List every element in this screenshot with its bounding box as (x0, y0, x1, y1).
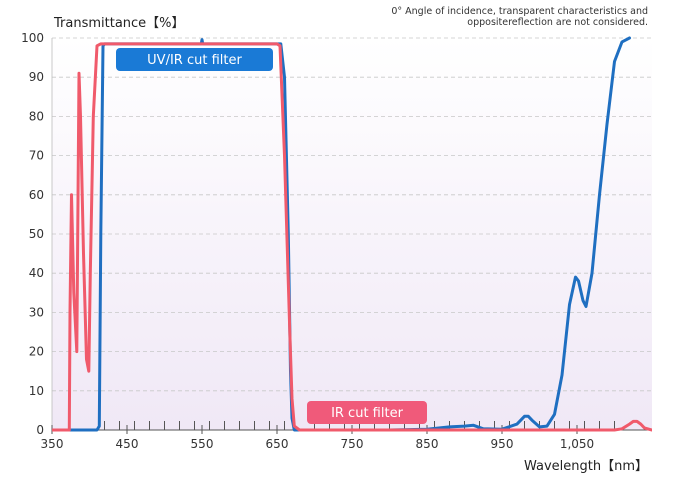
x-tick-label: 1,050 (560, 437, 594, 451)
x-tick-label: 750 (341, 437, 364, 451)
x-tick-label: 550 (191, 437, 214, 451)
y-tick-label: 60 (29, 188, 44, 202)
series-line-ir-cut (52, 42, 652, 432)
x-tick-label: 950 (491, 437, 514, 451)
ir-label-box (307, 401, 427, 424)
y-tick-label: 70 (29, 149, 44, 163)
note-line-2: oppositereflection are not considered. (467, 17, 648, 28)
x-tick-label: 850 (416, 437, 439, 451)
uv-ir-label-text: UV/IR cut filter (147, 53, 242, 68)
x-tick-label: 450 (116, 437, 139, 451)
x-axis-label: Wavelength【nm】 (524, 459, 648, 474)
x-tick-label: 650 (266, 437, 289, 451)
note-line-1: 0° Angle of incidence, transparent chara… (391, 6, 648, 17)
uv-ir-label-box (116, 48, 273, 71)
y-tick-label: 100 (21, 31, 44, 45)
y-tick-label: 40 (29, 266, 44, 280)
y-tick-label: 0 (36, 423, 44, 437)
y-tick-label: 80 (29, 109, 44, 123)
y-tick-label: 10 (29, 384, 44, 398)
y-axis-label: Transmittance【%】 (53, 16, 185, 31)
x-tick-label: 350 (41, 437, 64, 451)
y-tick-label: 50 (29, 227, 44, 241)
y-tick-label: 20 (29, 345, 44, 359)
y-tick-label: 90 (29, 70, 44, 84)
chart-note: 0° Angle of incidence, transparent chara… (318, 6, 648, 28)
y-tick-label: 30 (29, 305, 44, 319)
ir-label-text: IR cut filter (331, 406, 404, 421)
